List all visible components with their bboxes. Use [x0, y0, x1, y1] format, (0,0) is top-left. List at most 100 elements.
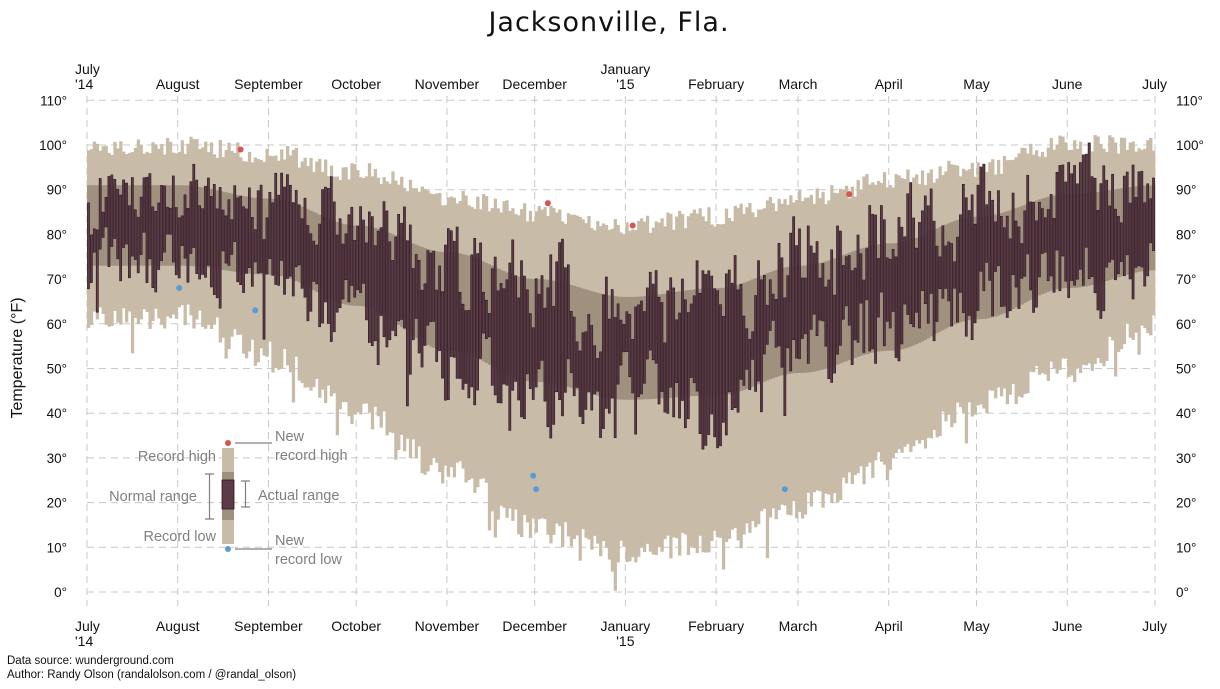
actual-range-bar: [777, 242, 781, 347]
y-tick-label-right: 90°: [1176, 183, 1196, 198]
actual-range-bar: [985, 204, 989, 263]
new-record-low-dot: [781, 486, 788, 493]
actual-range-bar: [768, 279, 772, 331]
actual-range-bar: [774, 299, 778, 348]
actual-range-bar: [312, 240, 316, 282]
actual-range-bar: [856, 234, 860, 343]
actual-range-bar: [616, 303, 620, 385]
actual-range-bar: [107, 176, 111, 267]
actual-range-bar: [215, 208, 219, 299]
actual-range-bar: [309, 233, 313, 312]
normal-range-bar: [467, 255, 471, 355]
y-tick-label-right: 100°: [1176, 138, 1204, 153]
actual-range-bar: [174, 207, 178, 276]
month-label-top: October: [331, 76, 381, 92]
actual-range-bar: [517, 297, 520, 401]
actual-range-bar: [485, 299, 488, 340]
actual-range-bar: [546, 287, 550, 428]
month-label-bottom: June: [1052, 618, 1083, 634]
actual-range-bar: [663, 342, 667, 413]
actual-range-bar: [496, 290, 500, 404]
actual-range-bar: [786, 275, 790, 349]
actual-range-bar: [259, 184, 263, 273]
actual-range-bar: [227, 199, 231, 266]
legend-new-low-dot: [225, 546, 231, 552]
record-range-bar: [610, 228, 615, 572]
legend-new-high-dot: [225, 440, 231, 446]
actual-range-bar: [880, 205, 883, 293]
actual-range-bar: [133, 209, 137, 260]
actual-range-bar: [803, 277, 807, 335]
actual-range-bar: [994, 221, 997, 272]
actual-range-bar: [1011, 192, 1015, 275]
actual-range-bar: [619, 319, 623, 366]
actual-range-bar: [1111, 173, 1114, 260]
chart-title: Jacksonville, Fla.: [486, 7, 729, 38]
y-tick-label-left: 70°: [47, 272, 67, 287]
actual-range-bar: [1049, 194, 1053, 277]
actual-range-bar: [625, 311, 629, 352]
actual-range-bar: [467, 310, 471, 399]
actual-range-bar: [321, 189, 324, 324]
actual-range-bar: [795, 245, 798, 359]
actual-range-bar: [414, 254, 418, 319]
actual-range-bar: [572, 316, 576, 397]
actual-range-bar: [344, 233, 348, 281]
legend-new-high-line2: record high: [275, 448, 348, 464]
actual-range-bar: [148, 173, 152, 260]
month-label-bottom: January: [600, 618, 650, 634]
normal-range-bar: [92, 185, 97, 266]
actual-range-bar: [1067, 162, 1071, 298]
actual-range-bar: [335, 234, 339, 313]
actual-range-bar: [970, 194, 974, 341]
actual-range-bar: [382, 201, 386, 338]
normal-range-bar: [95, 185, 100, 266]
actual-range-bar: [274, 172, 278, 285]
actual-range-bars: [87, 142, 1155, 450]
normal-range-bar: [575, 286, 579, 390]
actual-range-bar: [900, 226, 904, 345]
actual-range-bar: [1093, 177, 1097, 294]
actual-range-bar: [806, 225, 810, 364]
actual-range-bar: [1131, 164, 1135, 300]
actual-range-bar: [801, 277, 804, 339]
month-label-top: November: [415, 76, 480, 92]
actual-range-bar: [177, 217, 181, 279]
actual-range-bar: [812, 252, 816, 315]
actual-range-bar: [403, 206, 406, 329]
actual-range-bar: [160, 185, 163, 262]
actual-range-bar: [1122, 175, 1126, 277]
actual-range-bar: [523, 275, 526, 420]
y-tick-label-left: 50°: [47, 362, 67, 377]
actual-range-bar: [406, 240, 409, 407]
actual-range-bar: [569, 311, 573, 374]
y-tick-label-right: 80°: [1176, 227, 1196, 242]
normal-range-bar: [771, 270, 775, 379]
normal-range-bar: [593, 291, 597, 395]
actual-range-bar: [315, 244, 319, 285]
actual-range-bar: [1002, 227, 1006, 307]
actual-range-bar: [695, 260, 699, 392]
legend-new-low-line1: New: [275, 533, 305, 549]
actual-range-bar: [888, 258, 892, 329]
actual-range-bar: [780, 257, 784, 368]
actual-range-bar: [713, 288, 716, 438]
actual-range-bar: [757, 260, 760, 382]
actual-range-bar: [1073, 165, 1076, 286]
actual-range-bar: [470, 254, 474, 388]
month-label-top-year: '15: [616, 76, 634, 92]
actual-range-bar: [944, 245, 948, 289]
actual-range-bar: [487, 313, 491, 338]
y-tick-label-left: 30°: [47, 451, 67, 466]
month-label-top: February: [688, 76, 744, 92]
actual-range-bar: [941, 225, 945, 299]
actual-range-bar: [291, 202, 295, 297]
actual-range-bar: [698, 292, 702, 434]
actual-range-bar: [552, 305, 556, 425]
actual-range-bar: [1081, 154, 1085, 286]
actual-range-bar: [760, 279, 763, 413]
actual-range-bar: [429, 252, 433, 322]
actual-range-bar: [1090, 176, 1094, 278]
actual-range-bar: [675, 319, 678, 383]
actual-range-bar: [119, 194, 123, 282]
